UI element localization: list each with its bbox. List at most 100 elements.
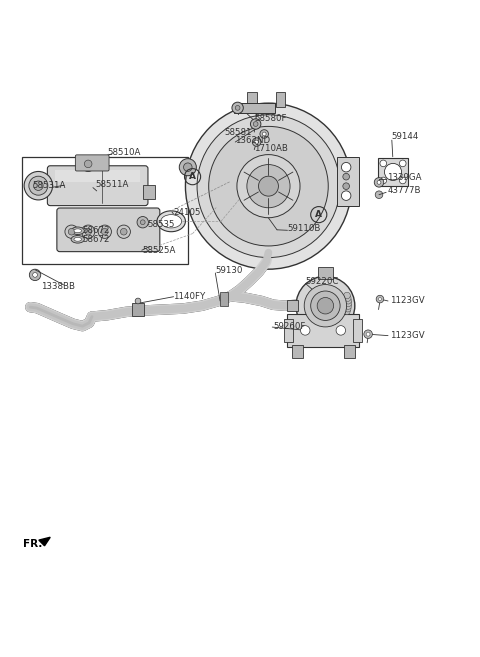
Circle shape bbox=[399, 160, 406, 167]
Ellipse shape bbox=[74, 229, 82, 233]
Circle shape bbox=[317, 298, 334, 314]
Text: 43777B: 43777B bbox=[387, 187, 420, 195]
Circle shape bbox=[247, 165, 290, 208]
FancyBboxPatch shape bbox=[57, 208, 160, 252]
Circle shape bbox=[209, 126, 328, 246]
Text: FR.: FR. bbox=[23, 539, 42, 549]
Circle shape bbox=[375, 191, 383, 198]
Circle shape bbox=[34, 181, 43, 191]
Ellipse shape bbox=[74, 237, 82, 241]
Text: 1338BB: 1338BB bbox=[41, 283, 75, 291]
Circle shape bbox=[24, 171, 53, 200]
Circle shape bbox=[235, 106, 240, 110]
Circle shape bbox=[296, 277, 355, 335]
Ellipse shape bbox=[71, 227, 84, 235]
Circle shape bbox=[85, 229, 92, 235]
Bar bbox=[132, 303, 144, 316]
Circle shape bbox=[259, 176, 278, 196]
Circle shape bbox=[98, 225, 111, 238]
Bar bbox=[234, 103, 275, 112]
Circle shape bbox=[336, 326, 346, 335]
Text: 1362ND: 1362ND bbox=[235, 136, 270, 145]
Text: 58581: 58581 bbox=[225, 127, 252, 137]
Circle shape bbox=[345, 303, 351, 309]
Circle shape bbox=[343, 183, 349, 189]
Text: 59110B: 59110B bbox=[288, 225, 321, 233]
Circle shape bbox=[380, 177, 386, 184]
FancyBboxPatch shape bbox=[75, 155, 109, 171]
Bar bbox=[219, 292, 228, 306]
Bar bbox=[276, 92, 285, 107]
Circle shape bbox=[341, 162, 351, 172]
Circle shape bbox=[135, 298, 141, 304]
Circle shape bbox=[345, 298, 351, 304]
Circle shape bbox=[343, 173, 349, 180]
Circle shape bbox=[197, 115, 340, 258]
Text: 58510A: 58510A bbox=[107, 148, 141, 158]
Circle shape bbox=[344, 292, 350, 299]
Circle shape bbox=[140, 220, 145, 225]
Circle shape bbox=[380, 160, 386, 167]
Text: A: A bbox=[189, 172, 196, 181]
Circle shape bbox=[341, 191, 351, 200]
Bar bbox=[336, 157, 360, 206]
Circle shape bbox=[255, 140, 259, 144]
Text: 58525A: 58525A bbox=[143, 246, 176, 255]
Ellipse shape bbox=[71, 235, 84, 243]
Ellipse shape bbox=[157, 211, 185, 232]
Bar bbox=[318, 267, 333, 279]
Bar bbox=[378, 158, 408, 186]
Circle shape bbox=[183, 163, 192, 171]
Text: 58511A: 58511A bbox=[96, 180, 129, 189]
Text: 1339GA: 1339GA bbox=[387, 173, 421, 182]
Circle shape bbox=[311, 291, 340, 321]
Circle shape bbox=[137, 217, 148, 228]
Circle shape bbox=[68, 229, 75, 235]
Circle shape bbox=[120, 229, 127, 235]
Circle shape bbox=[262, 132, 266, 136]
Circle shape bbox=[232, 102, 243, 114]
Text: 58535: 58535 bbox=[147, 219, 175, 229]
Circle shape bbox=[117, 225, 131, 238]
Circle shape bbox=[300, 326, 310, 335]
FancyBboxPatch shape bbox=[48, 166, 148, 206]
Circle shape bbox=[253, 122, 258, 126]
Circle shape bbox=[345, 300, 352, 307]
Bar bbox=[284, 319, 293, 342]
Ellipse shape bbox=[161, 215, 181, 228]
Bar bbox=[288, 314, 359, 346]
Text: 1123GV: 1123GV bbox=[390, 296, 424, 305]
Text: 1140FY: 1140FY bbox=[173, 292, 205, 301]
Circle shape bbox=[251, 119, 261, 129]
Circle shape bbox=[260, 129, 268, 138]
Bar bbox=[292, 345, 302, 358]
Circle shape bbox=[29, 269, 41, 281]
Circle shape bbox=[252, 138, 261, 147]
Circle shape bbox=[344, 308, 350, 315]
Circle shape bbox=[384, 164, 402, 181]
Text: 59144: 59144 bbox=[392, 132, 419, 141]
Circle shape bbox=[185, 103, 351, 269]
Text: 58672: 58672 bbox=[83, 235, 110, 244]
Circle shape bbox=[81, 156, 96, 171]
Circle shape bbox=[399, 177, 406, 184]
Bar bbox=[22, 157, 188, 265]
Text: 58531A: 58531A bbox=[32, 181, 66, 190]
Circle shape bbox=[376, 295, 384, 303]
Polygon shape bbox=[39, 537, 50, 546]
Bar bbox=[247, 92, 257, 107]
Text: 58580F: 58580F bbox=[254, 114, 287, 124]
Text: 59260F: 59260F bbox=[273, 322, 306, 331]
Circle shape bbox=[29, 176, 48, 195]
Circle shape bbox=[304, 284, 347, 327]
Circle shape bbox=[65, 225, 78, 238]
Bar bbox=[143, 185, 155, 199]
Circle shape bbox=[33, 273, 37, 277]
Text: 59220C: 59220C bbox=[305, 277, 339, 286]
Circle shape bbox=[101, 229, 108, 235]
Circle shape bbox=[84, 160, 92, 168]
Circle shape bbox=[366, 332, 370, 336]
Circle shape bbox=[364, 330, 372, 338]
Text: A: A bbox=[315, 210, 322, 219]
Bar bbox=[288, 300, 298, 311]
